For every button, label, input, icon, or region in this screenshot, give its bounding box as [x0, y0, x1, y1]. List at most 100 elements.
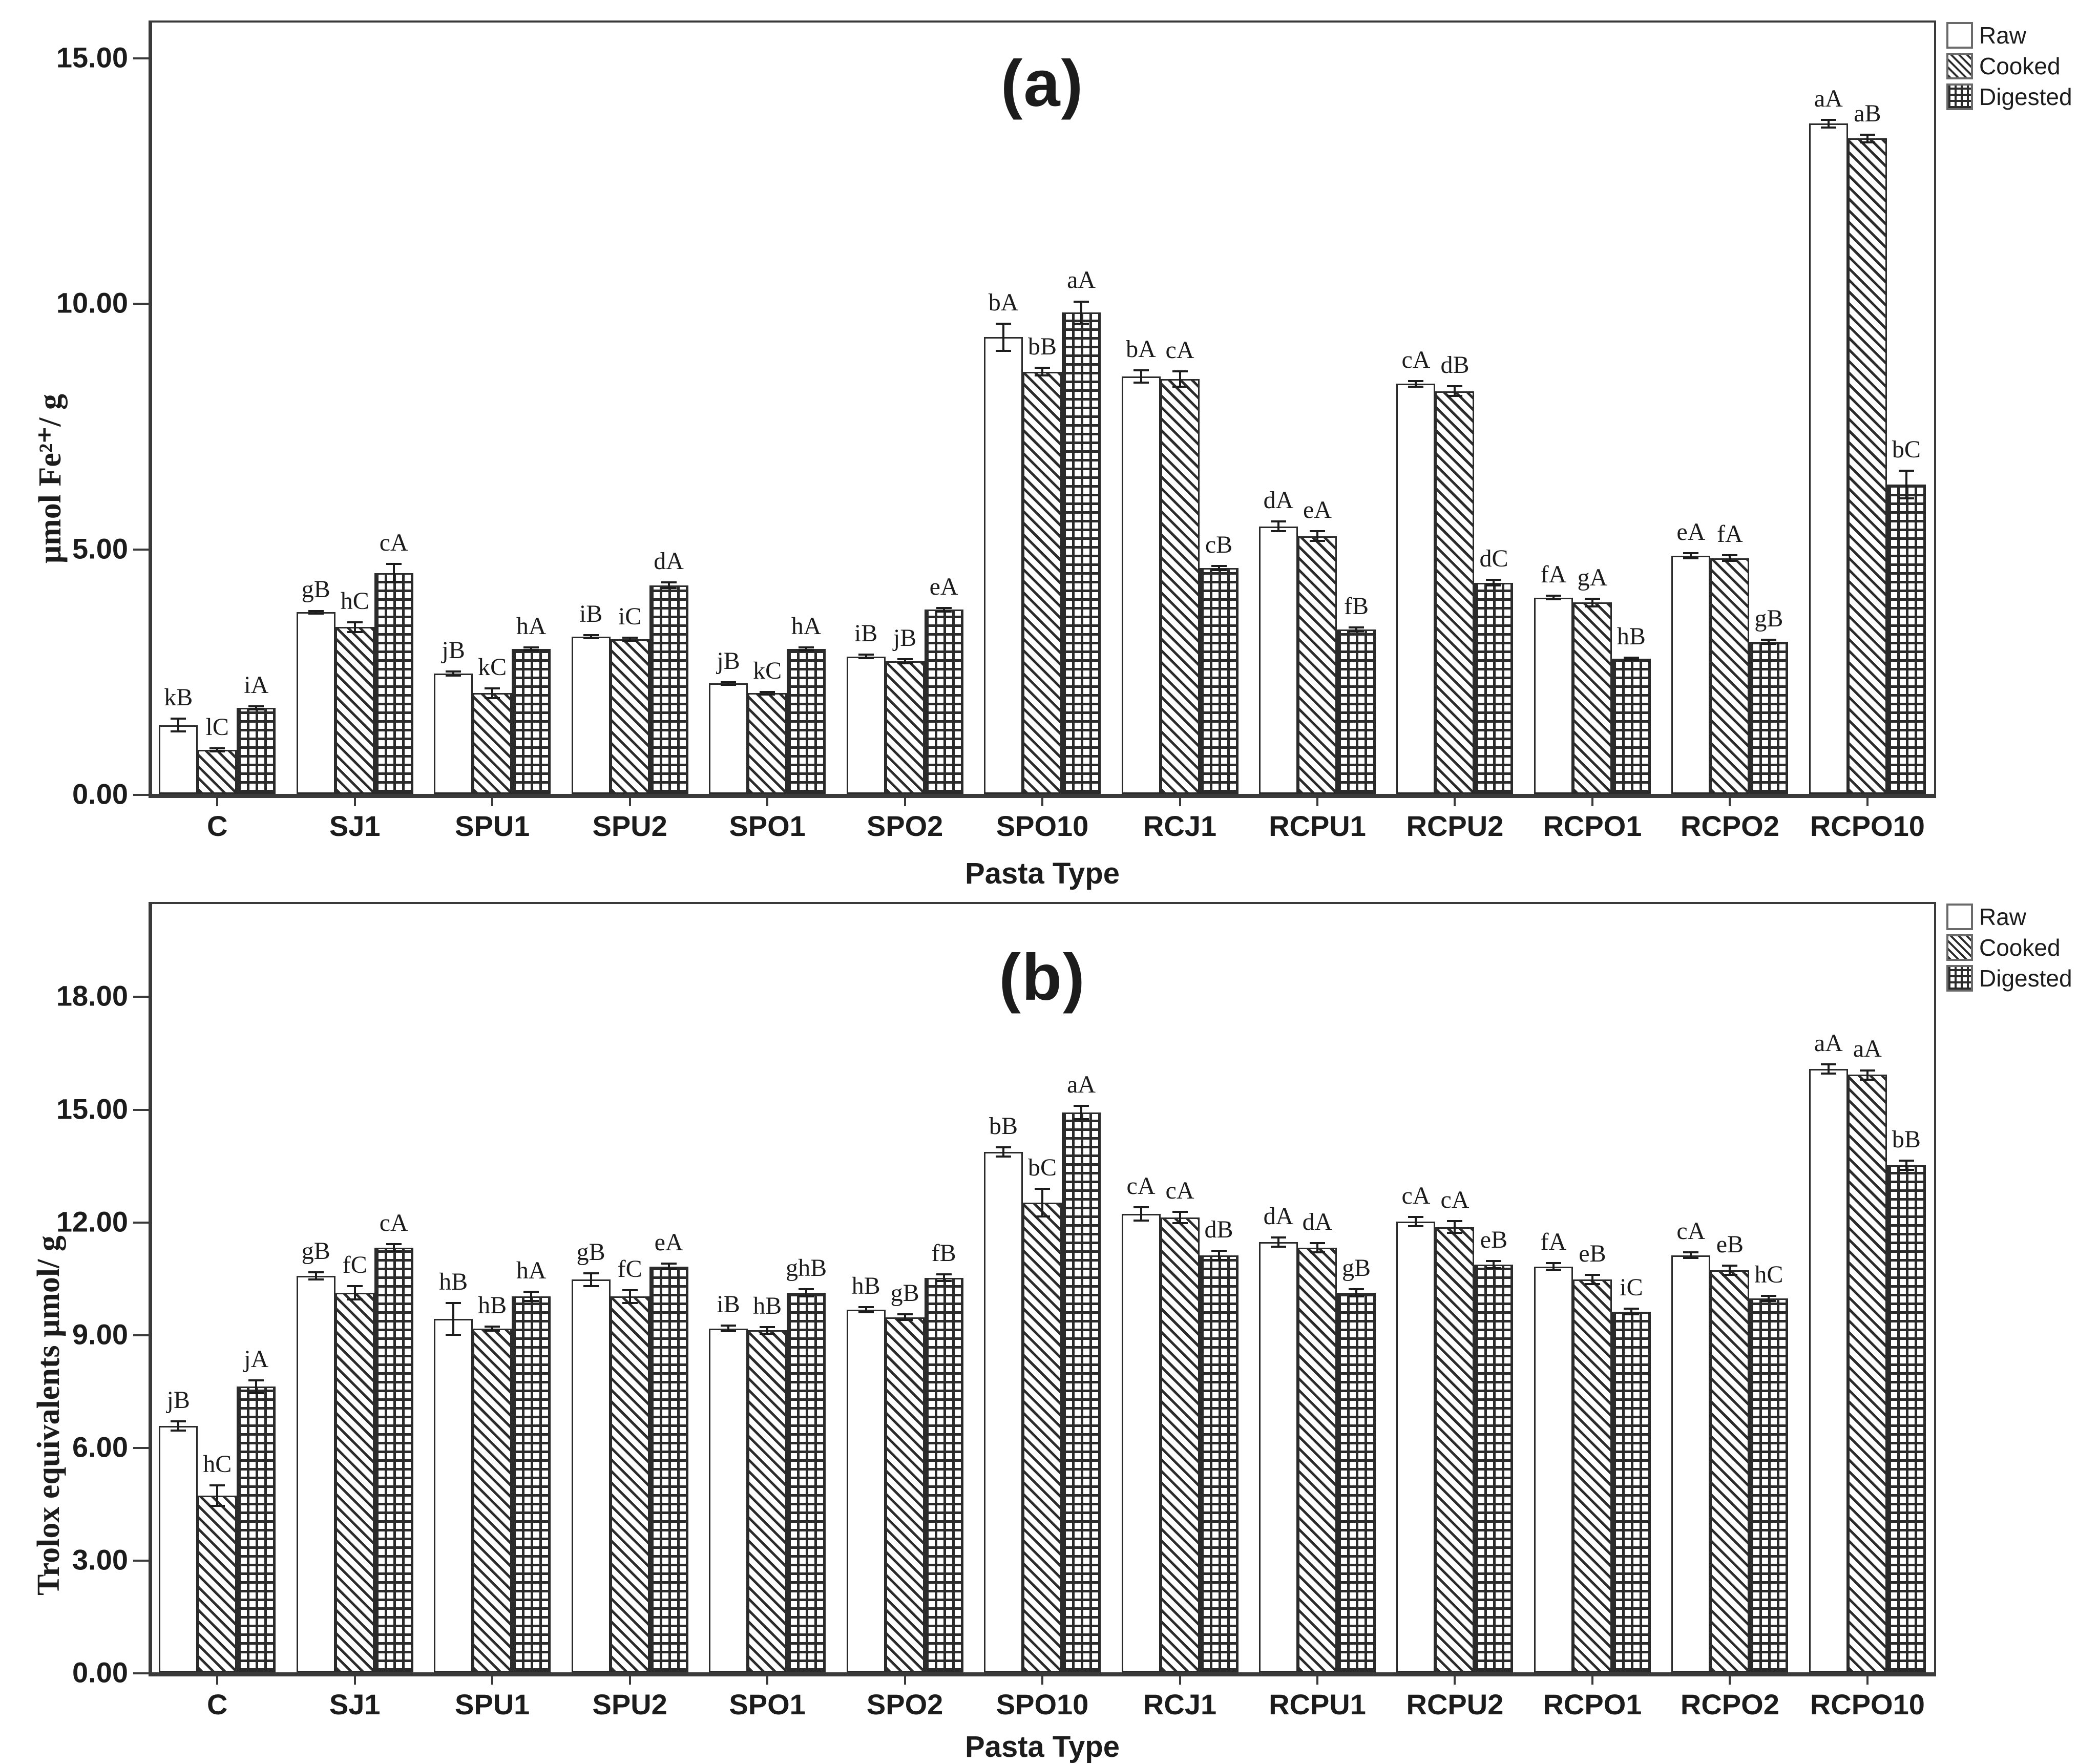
bar-cluster: iB iC dA	[561, 20, 698, 794]
significance-letter: iB	[579, 600, 603, 628]
bar-slot: eB	[1710, 902, 1750, 1672]
bar-slot: hA	[512, 20, 551, 794]
significance-letter: fB	[1344, 593, 1369, 620]
significance-letter: dB	[1440, 351, 1470, 379]
category-label: C	[207, 810, 228, 842]
bar-slot: lC	[198, 20, 237, 794]
y-tick-label: 10.00	[56, 286, 128, 319]
bar-slot: kC	[473, 20, 512, 794]
bar-slot: aA	[1062, 20, 1101, 794]
error-bar	[1270, 1236, 1286, 1248]
error-bar	[1761, 1294, 1777, 1303]
category-group-SPU1: jB kC hA SPU1	[424, 20, 561, 850]
significance-letter: aA	[1067, 266, 1096, 294]
significance-letter: iC	[618, 603, 642, 631]
bar-slot: jB	[159, 902, 198, 1672]
bar-slot: eB	[1572, 902, 1612, 1672]
bar-slot: cA	[1671, 902, 1711, 1672]
significance-letter: ghB	[786, 1254, 827, 1282]
bar-cluster: fA gA hB	[1524, 20, 1661, 794]
bar-cooked	[1435, 391, 1475, 794]
category-group-SPO2: iB jB eA SPO2	[836, 20, 973, 850]
bar-cluster: bB bC aA	[974, 902, 1111, 1672]
bar-cluster: aA aB bC	[1799, 20, 1936, 794]
panel-a-x-axis-title: Pasta Type	[965, 857, 1120, 890]
significance-letter: fC	[617, 1255, 642, 1283]
significance-letter: iB	[717, 1291, 740, 1318]
bar-slot: hC	[335, 20, 374, 794]
significance-letter: cA	[1440, 1186, 1470, 1214]
error-bar	[1133, 1206, 1149, 1222]
bar-cooked	[473, 1328, 512, 1672]
category-group-RCPO1: fA eB iC RCPO1	[1524, 902, 1661, 1727]
significance-letter: kB	[164, 684, 193, 711]
bar-slot: cA	[1160, 20, 1200, 794]
bar-raw	[709, 683, 748, 794]
bar-slot: cA	[374, 20, 413, 794]
error-bar	[1859, 1069, 1875, 1081]
bar-raw	[1121, 376, 1161, 794]
bar-cluster: dA eA fB	[1249, 20, 1386, 794]
error-bar	[308, 610, 324, 615]
y-tick-label: 9.00	[72, 1318, 128, 1351]
significance-letter: cA	[1126, 1172, 1156, 1200]
category-group-SPO10: bA bB aA SPO10	[974, 20, 1111, 850]
error-bar	[1545, 594, 1561, 601]
x-tick	[353, 794, 356, 806]
legend-label: Raw	[1979, 22, 2027, 49]
category-group-SJ1: gB fC cA SJ1	[286, 902, 423, 1727]
error-bar	[1683, 1251, 1699, 1259]
legend-item-digested: Digested	[1946, 964, 2099, 992]
bar-slot: jB	[434, 20, 473, 794]
bar-slot: ghB	[786, 902, 827, 1672]
bar-slot: fA	[1534, 20, 1573, 794]
bar-cooked	[1572, 1279, 1612, 1672]
bar-digested	[237, 708, 276, 794]
error-bar	[347, 621, 363, 633]
bar-digested	[512, 1296, 551, 1672]
bar-slot: bA	[984, 20, 1023, 794]
significance-letter: dB	[1204, 1215, 1233, 1243]
bar-digested	[1062, 1112, 1101, 1672]
significance-letter: aA	[1814, 85, 1843, 112]
x-tick	[1866, 1672, 1869, 1685]
significance-letter: kC	[478, 653, 507, 681]
error-bar	[858, 1306, 874, 1314]
bar-cooked	[610, 639, 649, 794]
bar-cluster: iB jB eA	[836, 20, 973, 794]
category-label: RCPU2	[1406, 810, 1504, 842]
bar-cooked	[610, 1296, 649, 1672]
x-tick	[491, 794, 494, 806]
bar-slot: cA	[1396, 20, 1436, 794]
bar-slot: kC	[748, 20, 787, 794]
error-bar	[347, 1285, 363, 1300]
bar-raw	[984, 1151, 1023, 1672]
error-bar	[446, 1302, 461, 1336]
bar-slot: fA	[1710, 20, 1750, 794]
legend-swatch-plain	[1946, 904, 1973, 930]
y-tick-label: 5.00	[72, 532, 128, 565]
error-bar	[386, 1243, 402, 1252]
error-bar	[1074, 1105, 1089, 1120]
significance-letter: cA	[1676, 1217, 1706, 1245]
error-bar	[1035, 1187, 1051, 1218]
significance-letter: cB	[1205, 531, 1233, 559]
bar-cluster: gB fC eA	[561, 902, 698, 1672]
error-bar	[386, 563, 402, 583]
bar-slot: fC	[610, 902, 649, 1672]
bar-slot: bC	[1886, 20, 1926, 794]
bar-raw	[434, 674, 473, 794]
error-bar	[661, 1263, 677, 1270]
category-group-RCJ1: bA cA cB RCJ1	[1111, 20, 1248, 850]
error-bar	[1584, 1274, 1600, 1286]
significance-letter: bC	[1028, 1153, 1057, 1181]
error-bar	[1683, 552, 1699, 559]
category-group-RCJ1: cA cA dB RCJ1	[1111, 902, 1248, 1727]
significance-letter: eB	[1716, 1230, 1744, 1258]
category-group-SPO2: hB gB fB SPO2	[836, 902, 973, 1727]
bar-raw	[571, 637, 611, 794]
significance-letter: hC	[203, 1451, 232, 1478]
error-bar	[1447, 1220, 1463, 1234]
